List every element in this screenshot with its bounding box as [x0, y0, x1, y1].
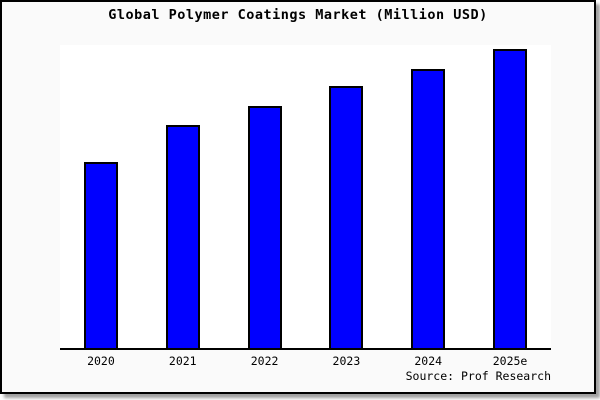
source-note: Source: Prof Research — [405, 369, 551, 383]
x-tick-label-2020: 2020 — [87, 354, 115, 368]
bars-row — [60, 45, 551, 350]
bar-2021 — [165, 125, 200, 350]
bar-slot-2021 — [142, 45, 224, 350]
plot-area — [60, 45, 551, 350]
bar-slot-2024 — [387, 45, 469, 350]
x-axis-tick-row: 2020 2021 2022 2023 2024 2025e — [60, 354, 551, 368]
bar-slot-2025e — [469, 45, 551, 350]
x-axis-line — [60, 348, 551, 350]
x-tick-label-2024: 2024 — [414, 354, 443, 368]
chart-frame: Global Polymer Coatings Market (Million … — [0, 0, 596, 394]
x-tick-label-2021: 2021 — [168, 354, 197, 368]
bar-2023 — [329, 86, 364, 350]
bar-2024 — [411, 69, 446, 350]
chart-title: Global Polymer Coatings Market (Million … — [108, 7, 488, 23]
x-tick-label-2025e: 2025e — [492, 354, 528, 368]
bar-slot-2023 — [305, 45, 387, 350]
bar-slot-2022 — [224, 45, 306, 350]
bar-2020 — [83, 162, 118, 350]
x-tick-label-2022: 2022 — [250, 354, 279, 368]
x-tick-label-2023: 2023 — [332, 354, 361, 368]
bar-2022 — [247, 106, 282, 350]
bar-slot-2020 — [60, 45, 142, 350]
bar-2025e — [493, 49, 528, 350]
